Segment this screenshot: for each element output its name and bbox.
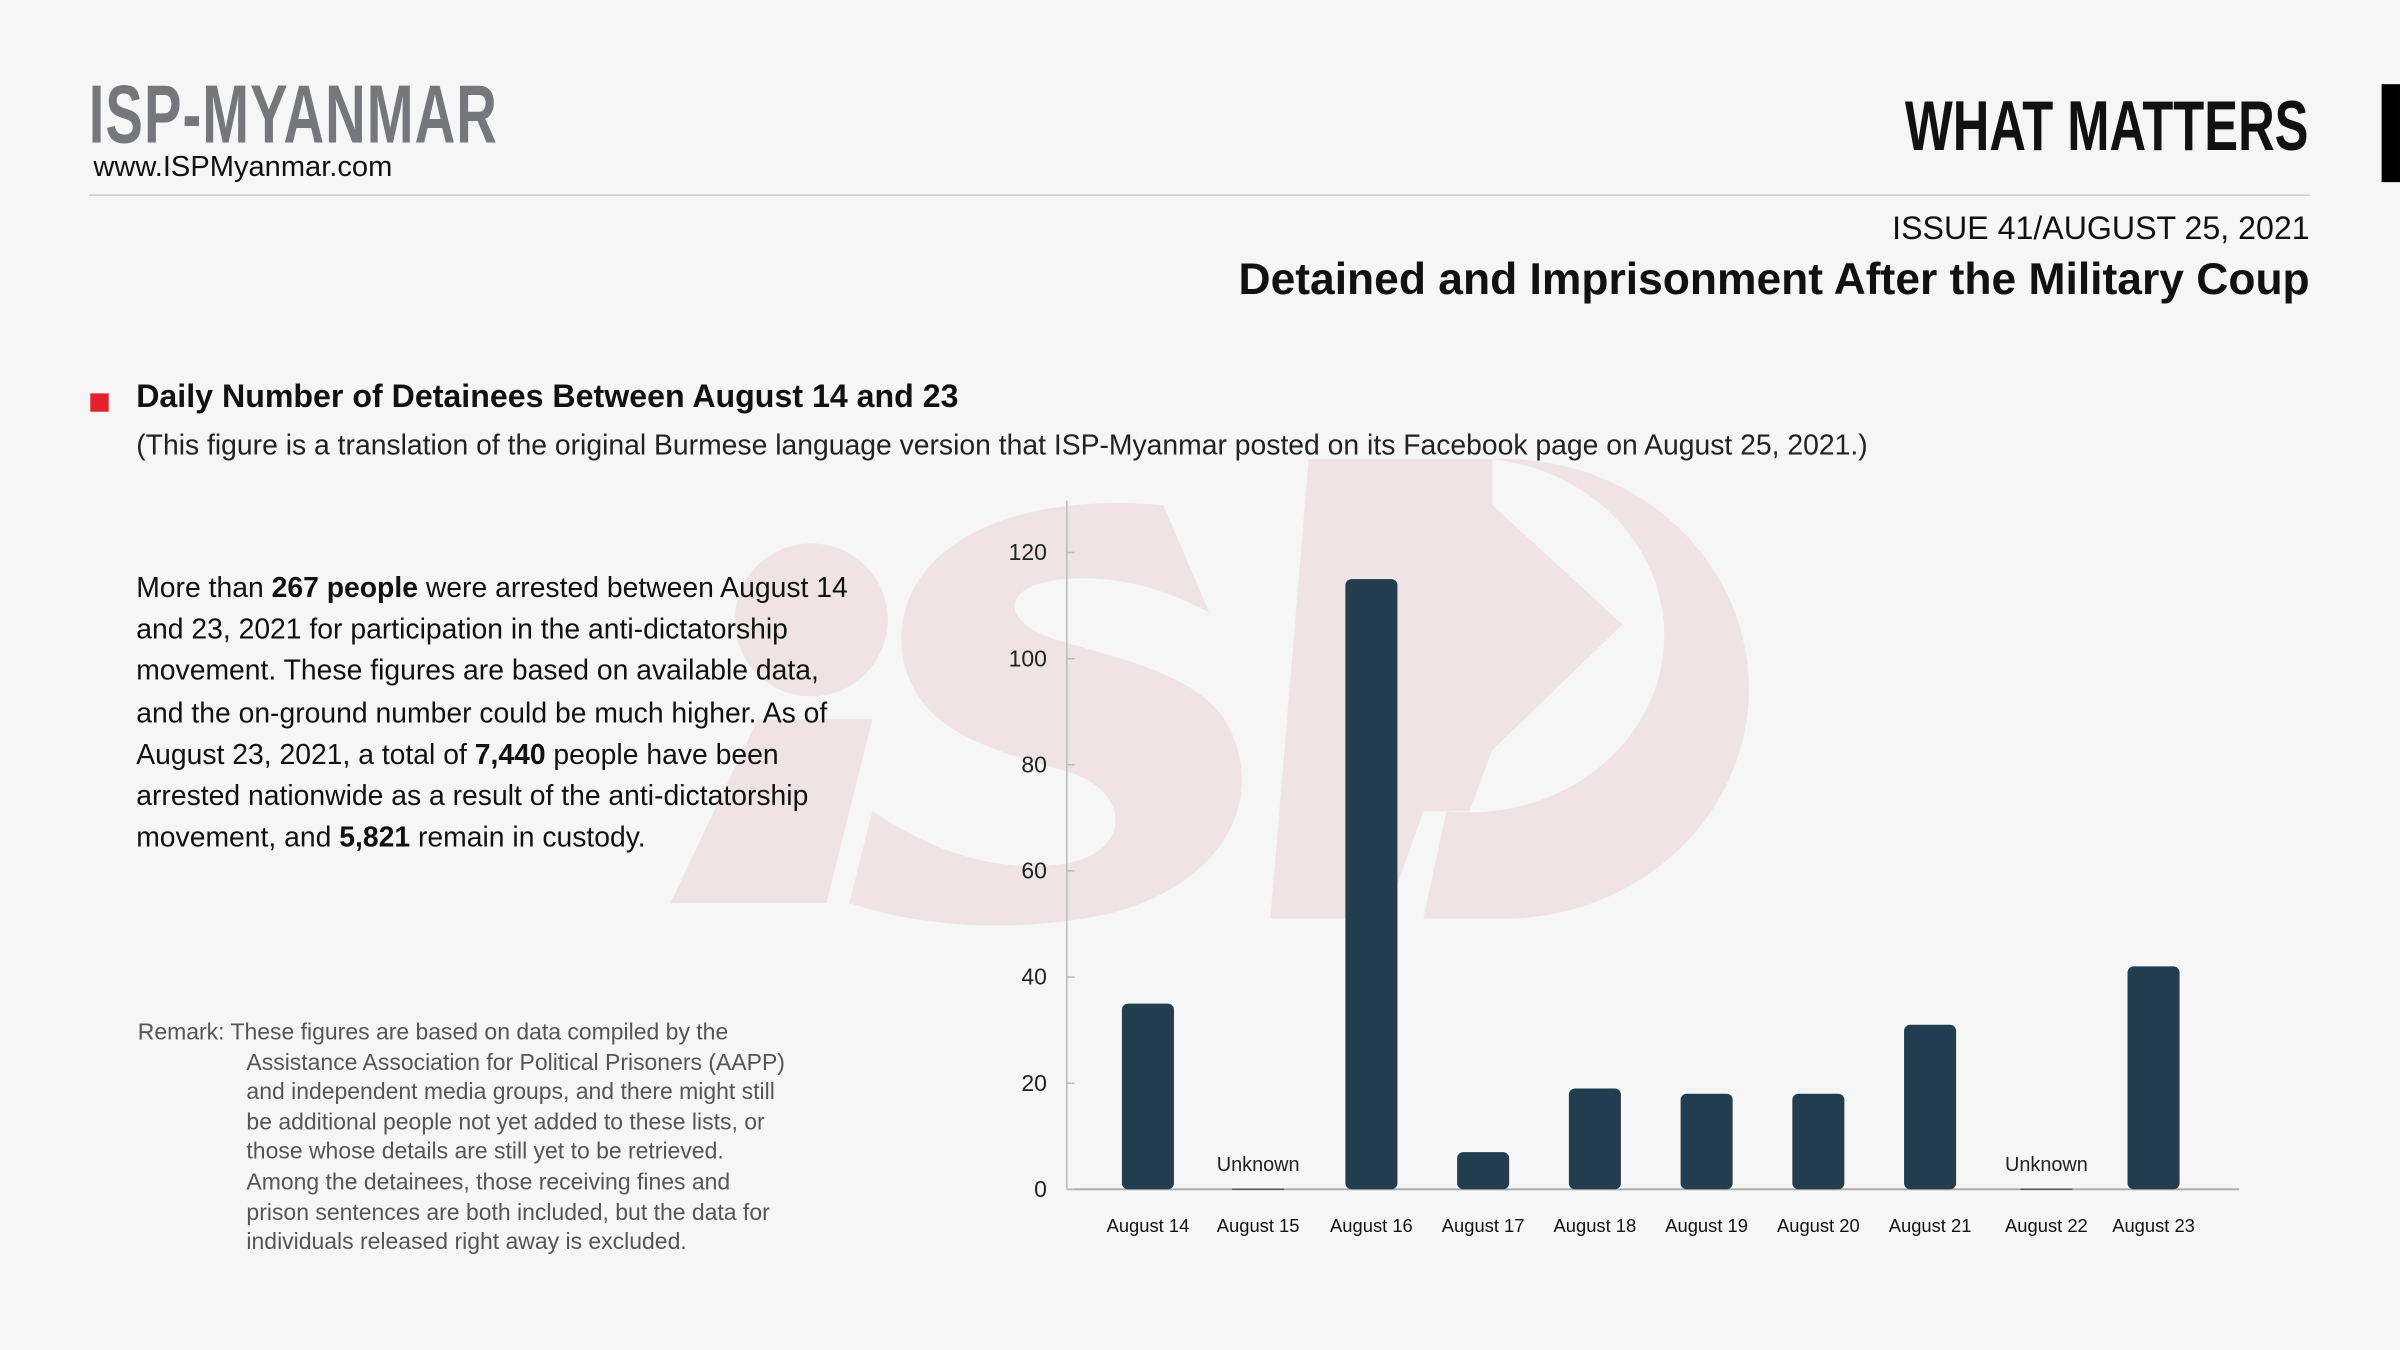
bar	[1568, 1088, 1621, 1190]
bar	[1680, 1093, 1733, 1190]
x-tick-label: August 20	[1777, 1215, 1860, 1236]
remark-line: Among the detainees, those receiving fin…	[246, 1169, 731, 1196]
summary-highlight: 267 people	[271, 570, 418, 604]
x-tick-label: August 16	[1330, 1215, 1413, 1236]
issue-label: ISSUE 41/AUGUST 25, 2021	[1892, 211, 2310, 247]
data-label: Unknown	[2005, 1154, 2088, 1176]
website-url[interactable]: www.ISPMyanmar.com	[93, 151, 393, 184]
bar	[1792, 1093, 1845, 1190]
x-tick-label: August 15	[1217, 1215, 1300, 1236]
summary-text: More than 267 people were arrested betwe…	[136, 566, 855, 857]
logo: ISP-MYANMAR	[88, 68, 498, 161]
remark-line: Assistance Association for Political Pri…	[246, 1049, 785, 1076]
y-tick-label: 40	[1021, 964, 1047, 990]
bar	[1121, 1003, 1174, 1190]
bar	[2127, 966, 2180, 1190]
summary-part: remain in custody.	[410, 820, 646, 853]
bar	[1457, 1152, 1510, 1190]
remark-line: individuals released right away is exclu…	[246, 1229, 687, 1256]
divider	[88, 194, 2310, 196]
page-title: Detained and Imprisonment After the Mili…	[1238, 255, 2310, 305]
bullet-icon	[90, 393, 109, 412]
watermark-s	[849, 503, 1242, 926]
remark-line: be additional people not yet added to th…	[246, 1109, 765, 1136]
remark: Remark: These figures are based on data …	[138, 1018, 865, 1258]
edge-bar	[2381, 84, 2400, 183]
remark-line: and independent media groups, and there …	[246, 1079, 775, 1106]
watermark-p-bowl	[1423, 458, 1749, 919]
y-tick-label: 60	[1021, 858, 1047, 884]
summary-part: were arrested between August 14 and 23, …	[136, 570, 848, 770]
remark-line: Remark: These figures are based on data …	[137, 1019, 729, 1046]
summary-part: people have been arrested nationwide as …	[136, 737, 809, 853]
watermark-i-stem	[670, 719, 873, 904]
x-tick-label: August 23	[2112, 1215, 2195, 1236]
bar	[1904, 1024, 1957, 1190]
data-label: Unknown	[1217, 1154, 1300, 1176]
x-tick-label: August 19	[1665, 1215, 1748, 1236]
summary-part: More than	[136, 570, 272, 604]
y-tick-label: 120	[1009, 539, 1047, 565]
x-tick-label: August 18	[1554, 1215, 1637, 1236]
remark-line: those whose details are still yet to be …	[246, 1139, 724, 1166]
section-note: (This figure is a translation of the ori…	[136, 428, 1868, 461]
y-tick-label: 0	[1034, 1176, 1047, 1202]
y-tick-label: 80	[1021, 751, 1047, 777]
section-brand: WHAT MATTERS	[1904, 85, 2309, 166]
y-tick-label: 20	[1021, 1070, 1047, 1096]
x-tick-label: August 21	[1889, 1215, 1972, 1236]
remark-line: prison sentences are both included, but …	[246, 1199, 770, 1226]
bar	[1345, 579, 1398, 1190]
x-tick-label: August 22	[2005, 1215, 2088, 1236]
y-tick-label: 100	[1009, 645, 1047, 671]
section-heading: Daily Number of Detainees Between August…	[136, 379, 959, 415]
watermark-i-dot	[734, 543, 888, 697]
summary-highlight: 5,821	[339, 820, 411, 853]
x-tick-label: August 17	[1442, 1215, 1525, 1236]
x-tick-label: August 14	[1107, 1215, 1190, 1236]
summary-highlight: 7,440	[474, 737, 546, 770]
